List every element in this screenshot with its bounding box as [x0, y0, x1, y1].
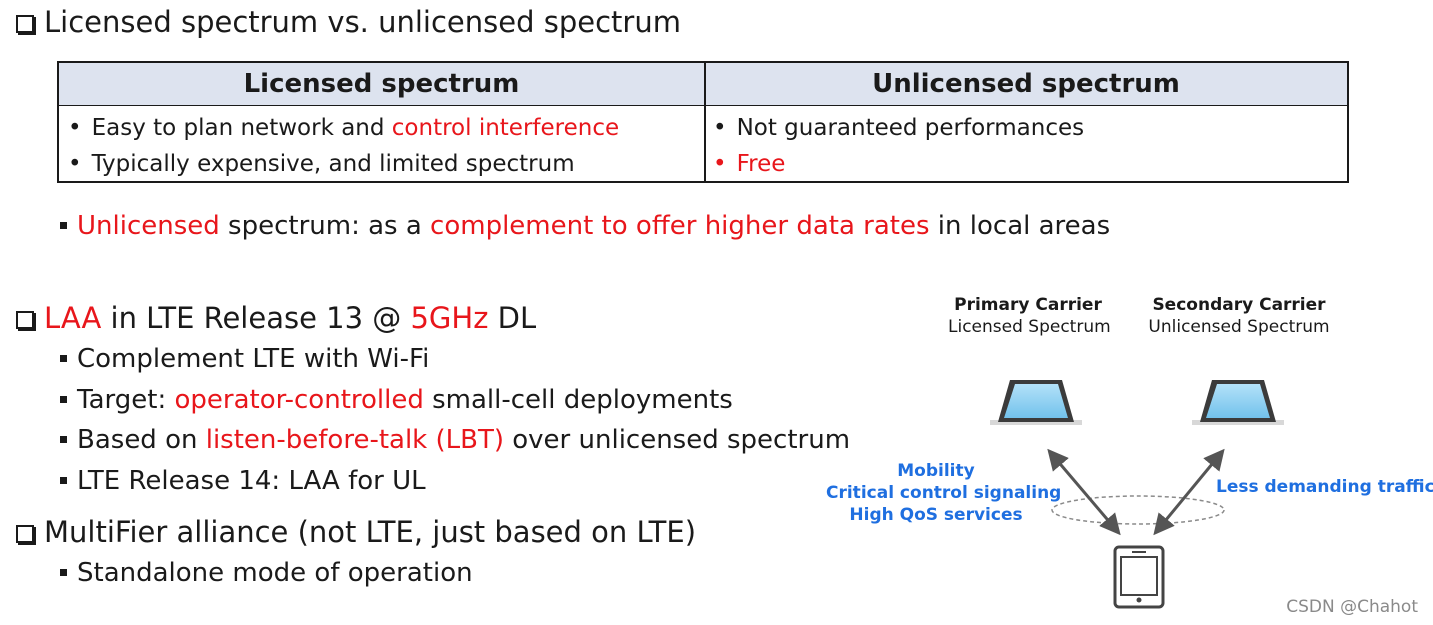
laa-bullet-2-text-2: small-cell deployments [423, 385, 733, 415]
square-bullet-icon [60, 396, 67, 403]
primary-carrier-title: Primary Carrier [954, 295, 1102, 315]
secondary-carrier-label: Secondary Carrier Unlicensed Spectrum [1148, 294, 1330, 338]
checkbox-bullet-icon [16, 525, 34, 543]
square-bullet-icon [60, 355, 67, 362]
primary-base-station-icon [990, 380, 1082, 425]
laa-bullet-3: Based on listen-before-talk (LBT) over u… [60, 425, 850, 455]
note-highlight-1: Unlicensed [77, 211, 220, 241]
laa-bullet-3-text-1: Based on [77, 425, 206, 455]
section-heading-spectrum: Licensed spectrum vs. unlicensed spectru… [16, 6, 681, 38]
laa-bullet-2: Target: operator-controlled small-cell d… [60, 385, 733, 415]
laa-bullet-2-highlight: operator-controlled [174, 385, 424, 415]
licensed-line1-text: Easy to plan network and [91, 115, 392, 141]
laa-bullet-3-highlight: listen-before-talk (LBT) [205, 425, 504, 455]
bullet-dot-icon: • [68, 151, 82, 177]
checkbox-bullet-icon [16, 311, 34, 329]
laa-heading-text-2: DL [488, 301, 537, 335]
primary-carrier-subtitle: Licensed Spectrum [948, 317, 1111, 337]
5ghz-highlight: 5GHz [410, 301, 489, 335]
unlicensed-cell-line-1: • Not guaranteed performances [713, 113, 1084, 143]
bullet-dot-icon: • [713, 151, 727, 177]
laa-bullet-3-text-2: over unlicensed spectrum [504, 425, 851, 455]
laa-bullet-1: Complement LTE with Wi-Fi [60, 344, 429, 374]
square-bullet-icon [60, 222, 67, 229]
laa-heading-text-1: in LTE Release 13 @ [101, 301, 411, 335]
multefire-bullet-1: Standalone mode of operation [60, 558, 473, 588]
laa-bullet-1-text: Complement LTE with Wi-Fi [77, 344, 430, 374]
label-less-demanding-traffic: Less demanding traffic [1216, 477, 1433, 497]
secondary-carrier-subtitle: Unlicensed Spectrum [1148, 317, 1330, 337]
unlicensed-line2-highlight: Free [736, 151, 786, 177]
section-heading-multefire: MultiFier alliance (not LTE, just based … [16, 516, 696, 548]
square-bullet-icon [60, 477, 67, 484]
watermark: CSDN @Chahot [1286, 597, 1418, 617]
multefire-bullet-1-text: Standalone mode of operation [77, 558, 473, 588]
multefire-heading-text: MultiFier alliance (not LTE, just based … [44, 515, 697, 549]
licensed-line2-text: Typically expensive, and limited spectru… [91, 151, 575, 177]
note-text-1: spectrum: as a [219, 211, 431, 241]
spectrum-comparison-table: Licensed spectrum Unlicensed spectrum • E… [57, 61, 1349, 183]
licensed-cell-line-2: • Typically expensive, and limited spectr… [68, 149, 575, 179]
laa-highlight: LAA [44, 301, 102, 335]
checkbox-bullet-icon [16, 15, 34, 33]
square-bullet-icon [60, 436, 67, 443]
table-header-unlicensed: Unlicensed spectrum [705, 63, 1347, 106]
laa-bullet-4: LTE Release 14: LAA for UL [60, 466, 426, 496]
secondary-link-arrow [1153, 448, 1225, 536]
secondary-carrier-title: Secondary Carrier [1152, 295, 1326, 315]
licensed-line1-highlight: control interference [391, 115, 620, 141]
table-column-divider [704, 63, 706, 181]
primary-carrier-label: Primary Carrier Licensed Spectrum [948, 294, 1111, 338]
label-mobility: Mobility [897, 461, 975, 481]
unlicensed-cell-line-2: • Free [713, 149, 785, 179]
note-text-2: in local areas [929, 211, 1111, 241]
mobile-phone-icon [1113, 545, 1165, 609]
bullet-dot-icon: • [713, 115, 727, 141]
laa-bullet-2-text-1: Target: [77, 385, 175, 415]
note-highlight-2: complement to offer higher data rates [430, 211, 930, 241]
secondary-base-station-icon [1192, 380, 1284, 425]
unlicensed-note: Unlicensed spectrum: as a complement to … [60, 211, 1110, 241]
section-heading-text: Licensed spectrum vs. unlicensed spectru… [44, 5, 681, 39]
bullet-dot-icon: • [68, 115, 82, 141]
table-header-licensed: Licensed spectrum [59, 63, 704, 106]
label-critical-control: Critical control signaling [826, 483, 1062, 503]
laa-bullet-4-text: LTE Release 14: LAA for UL [77, 466, 426, 496]
primary-traffic-labels: Mobility Critical control signaling High… [826, 460, 1062, 526]
square-bullet-icon [60, 569, 67, 576]
coverage-ellipse [1051, 495, 1225, 525]
section-heading-laa: LAA in LTE Release 13 @ 5GHz DL [16, 302, 536, 334]
unlicensed-line1-text: Not guaranteed performances [736, 115, 1085, 141]
label-high-qos: High QoS services [849, 505, 1023, 525]
licensed-cell-line-1: • Easy to plan network and control interf… [68, 113, 619, 143]
